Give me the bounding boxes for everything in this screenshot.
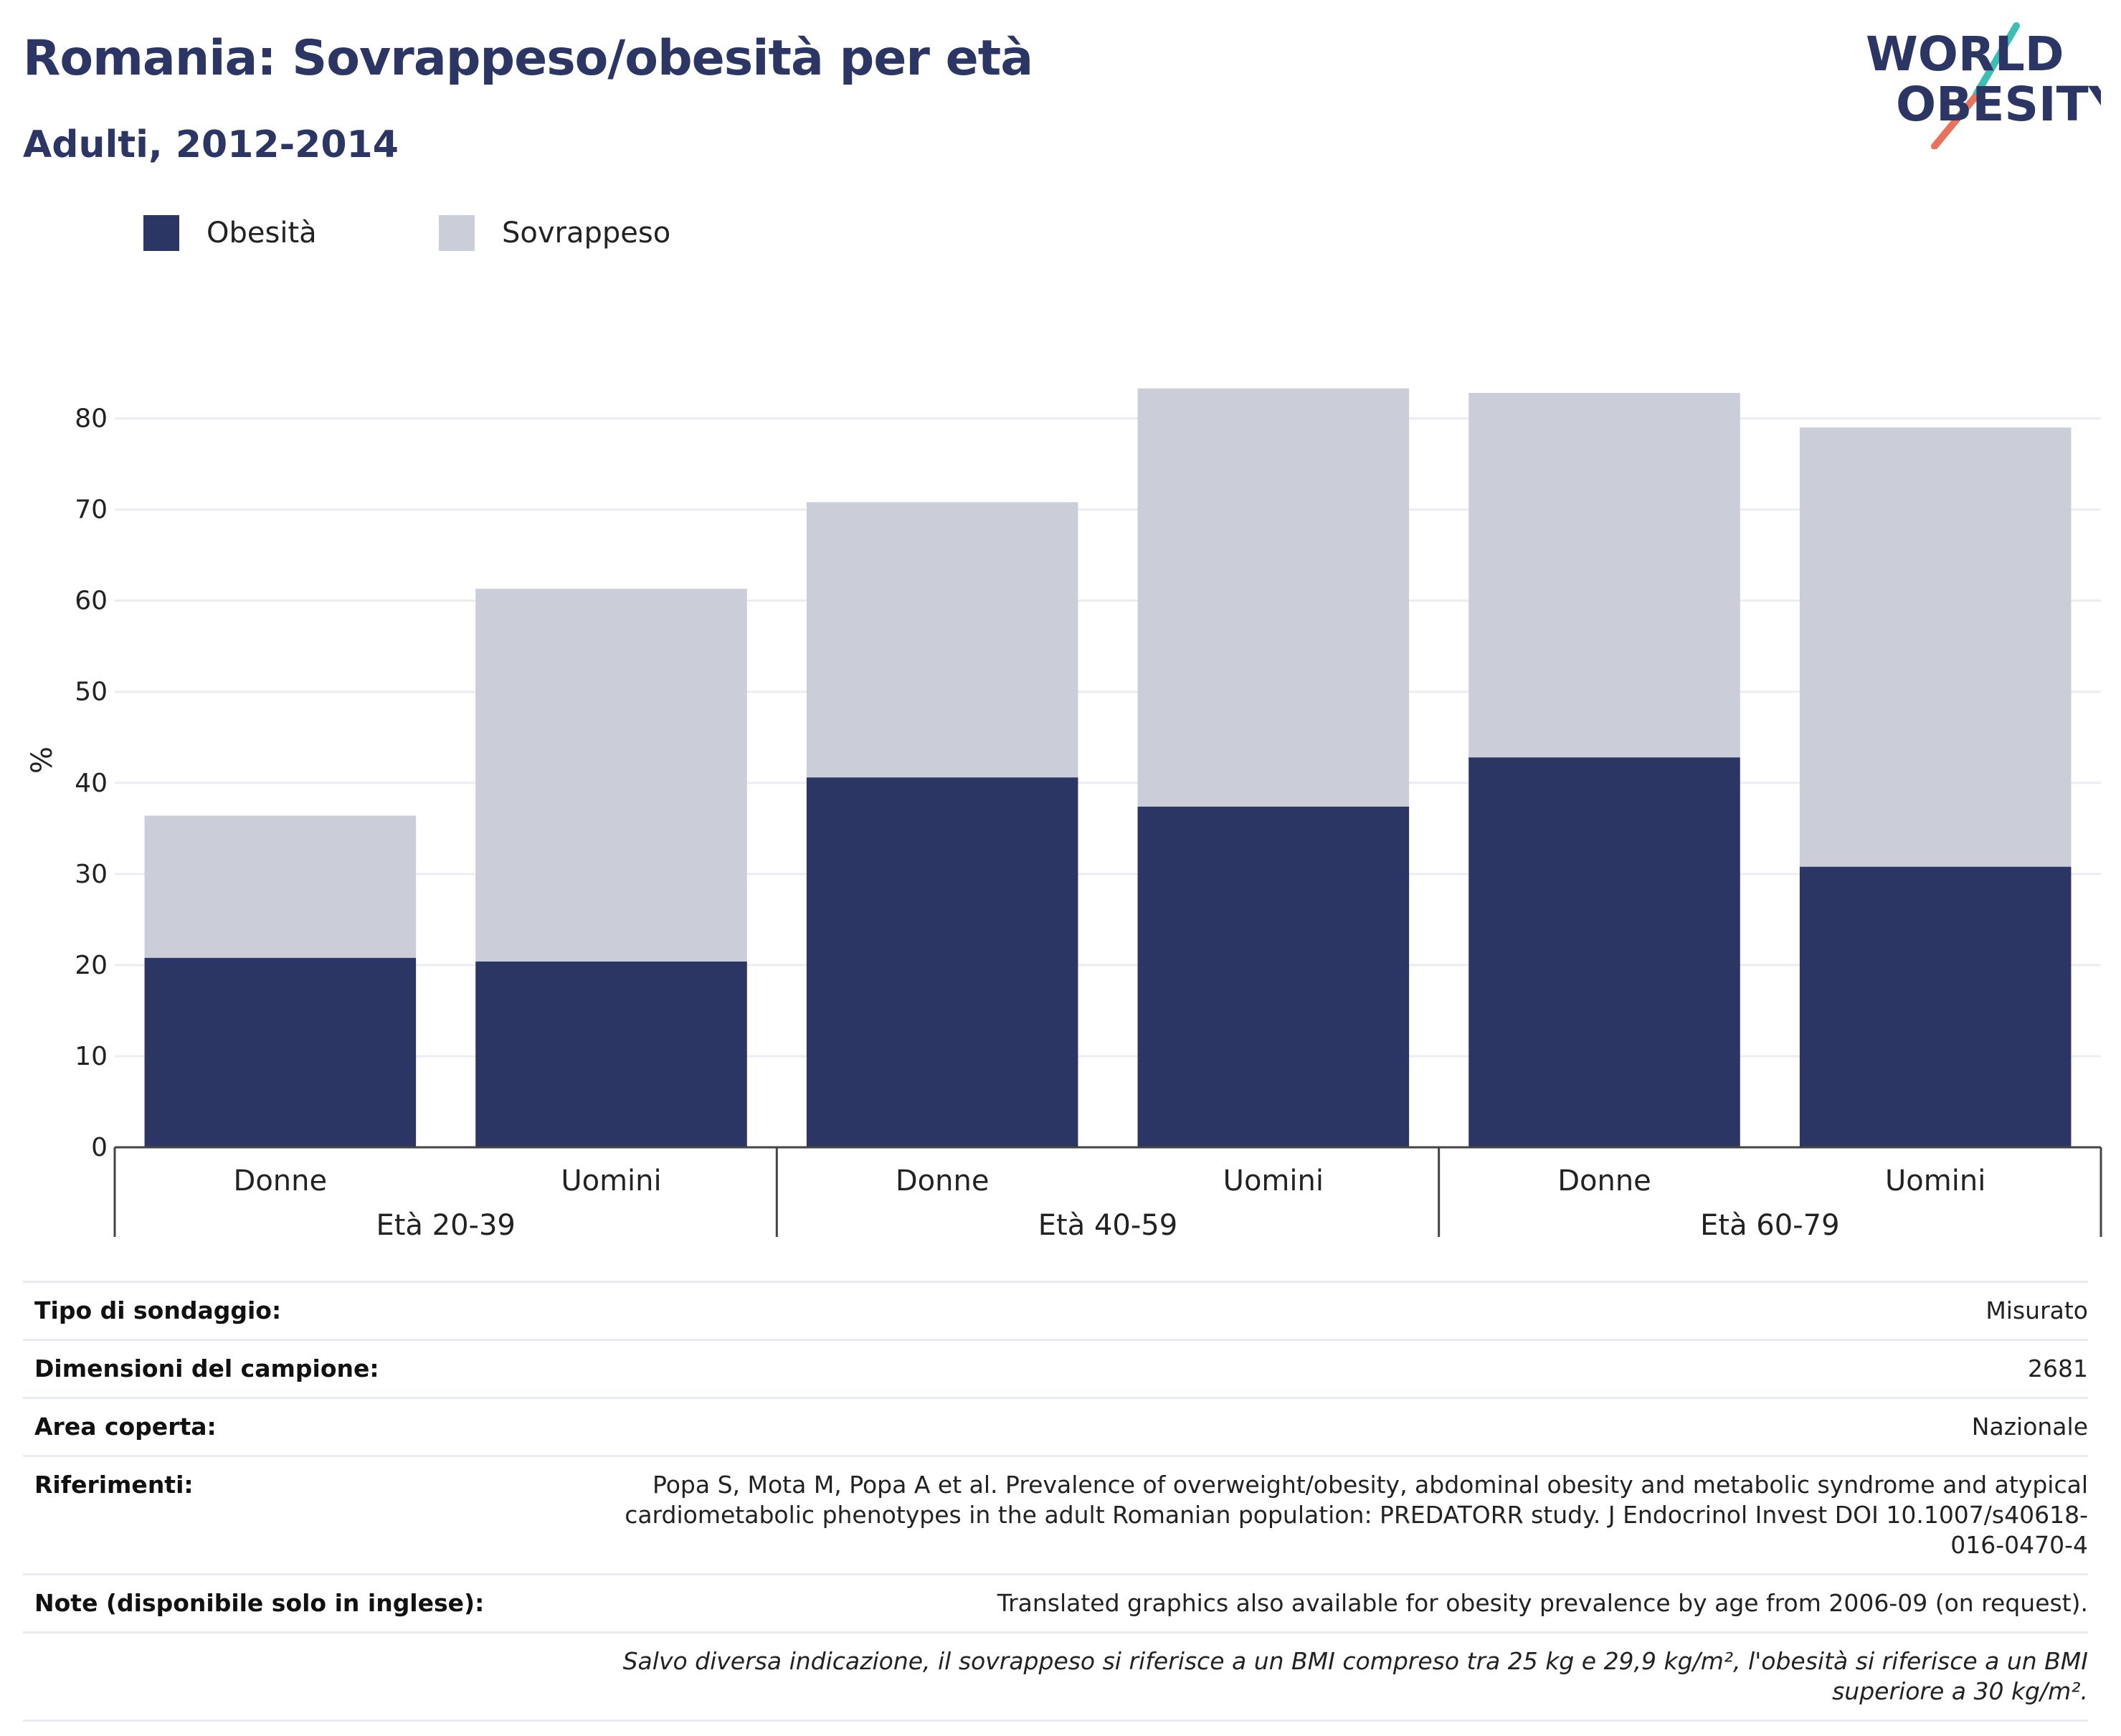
x-category-label: Donne bbox=[1557, 1165, 1651, 1197]
info-value: 2681 bbox=[2028, 1355, 2088, 1382]
y-tick-label: 30 bbox=[75, 860, 108, 889]
x-category-label: Uomini bbox=[1885, 1165, 1985, 1197]
bar-overweight bbox=[806, 502, 1078, 778]
bar-obesity bbox=[1468, 757, 1740, 1147]
info-value: Popa S, Mota M, Popa A et al. Prevalence… bbox=[625, 1471, 2088, 1559]
bar-overweight bbox=[1799, 427, 2072, 867]
bar-overweight bbox=[1468, 392, 1740, 758]
footnote-row: Salvo diversa indicazione, il sovrappeso… bbox=[23, 1631, 2088, 1722]
y-tick-label: 50 bbox=[75, 678, 108, 707]
legend-label-obesity: Obesità bbox=[207, 217, 317, 250]
x-category-label: Donne bbox=[234, 1165, 328, 1197]
info-label: Note (disponibile solo in inglese): bbox=[34, 1589, 485, 1617]
info-row-survey-type: Tipo di sondaggio: Misurato bbox=[23, 1281, 2088, 1339]
bar-overweight bbox=[475, 589, 747, 962]
bar-obesity bbox=[144, 957, 417, 1147]
chart-title: Romania: Sovrappeso/obesità per età bbox=[23, 30, 1033, 87]
info-row-references: Riferimenti: Popa S, Mota M, Popa A et a… bbox=[23, 1455, 2088, 1573]
info-row-notes: Note (disponibile solo in inglese): Tran… bbox=[23, 1573, 2088, 1631]
y-tick-label: 80 bbox=[75, 404, 108, 434]
y-tick-label: 20 bbox=[75, 951, 108, 980]
y-tick-label: 70 bbox=[75, 495, 108, 525]
bmi-footnote: Salvo diversa indicazione, il sovrappeso… bbox=[622, 1647, 2088, 1705]
x-category-label: Donne bbox=[896, 1165, 990, 1197]
y-axis-label: % bbox=[26, 746, 59, 774]
x-group-label: Età 20-39 bbox=[376, 1209, 515, 1242]
legend-swatch-overweight bbox=[439, 215, 475, 251]
legend-item-overweight: Sovrappeso bbox=[439, 214, 670, 252]
bar-overweight bbox=[1137, 388, 1410, 807]
stacked-bar-chart: 0 10 20 30 40 50 60 70 80% Donne Uomini Donne Uomini… bbox=[26, 388, 2102, 1242]
y-tick-label: 40 bbox=[75, 769, 108, 798]
logo-line1: WORLD bbox=[1866, 27, 2064, 82]
info-label: Area coperta: bbox=[34, 1413, 217, 1441]
survey-info-table: Tipo di sondaggio: Misurato Dimensioni d… bbox=[23, 1281, 2088, 1722]
info-row-sample-size: Dimensioni del campione: 2681 bbox=[23, 1339, 2088, 1397]
info-value: Translated graphics also available for o… bbox=[997, 1589, 2088, 1617]
legend-label-overweight: Sovrappeso bbox=[502, 217, 671, 250]
info-value: Nazionale bbox=[1971, 1413, 2088, 1441]
x-group-label: Età 60-79 bbox=[1700, 1209, 1839, 1242]
legend-item-obesity: Obesità bbox=[143, 214, 317, 252]
info-label: Tipo di sondaggio: bbox=[34, 1296, 282, 1324]
x-category-label: Uomini bbox=[561, 1165, 661, 1197]
logo-line2: OBESITY bbox=[1896, 77, 2101, 132]
chart-subtitle: Adulti, 2012-2014 bbox=[23, 123, 399, 166]
y-tick-label: 0 bbox=[91, 1133, 108, 1162]
y-tick-label: 10 bbox=[75, 1042, 108, 1071]
info-label: Riferimenti: bbox=[34, 1471, 194, 1499]
bar-obesity bbox=[475, 961, 747, 1147]
y-tick-label: 60 bbox=[75, 587, 108, 616]
bar-obesity bbox=[1799, 866, 2072, 1147]
info-label: Dimensioni del campione: bbox=[34, 1355, 379, 1382]
world-obesity-logo: WORLD OBESITY bbox=[1866, 22, 2101, 149]
bar-obesity bbox=[1137, 806, 1410, 1147]
info-value: Misurato bbox=[1985, 1296, 2088, 1324]
bar-obesity bbox=[806, 777, 1078, 1147]
bar-overweight bbox=[144, 815, 417, 958]
legend-swatch-obesity bbox=[143, 215, 179, 251]
x-category-label: Uomini bbox=[1223, 1165, 1324, 1197]
info-row-area-covered: Area coperta: Nazionale bbox=[23, 1397, 2088, 1455]
x-group-label: Età 40-59 bbox=[1038, 1209, 1177, 1242]
